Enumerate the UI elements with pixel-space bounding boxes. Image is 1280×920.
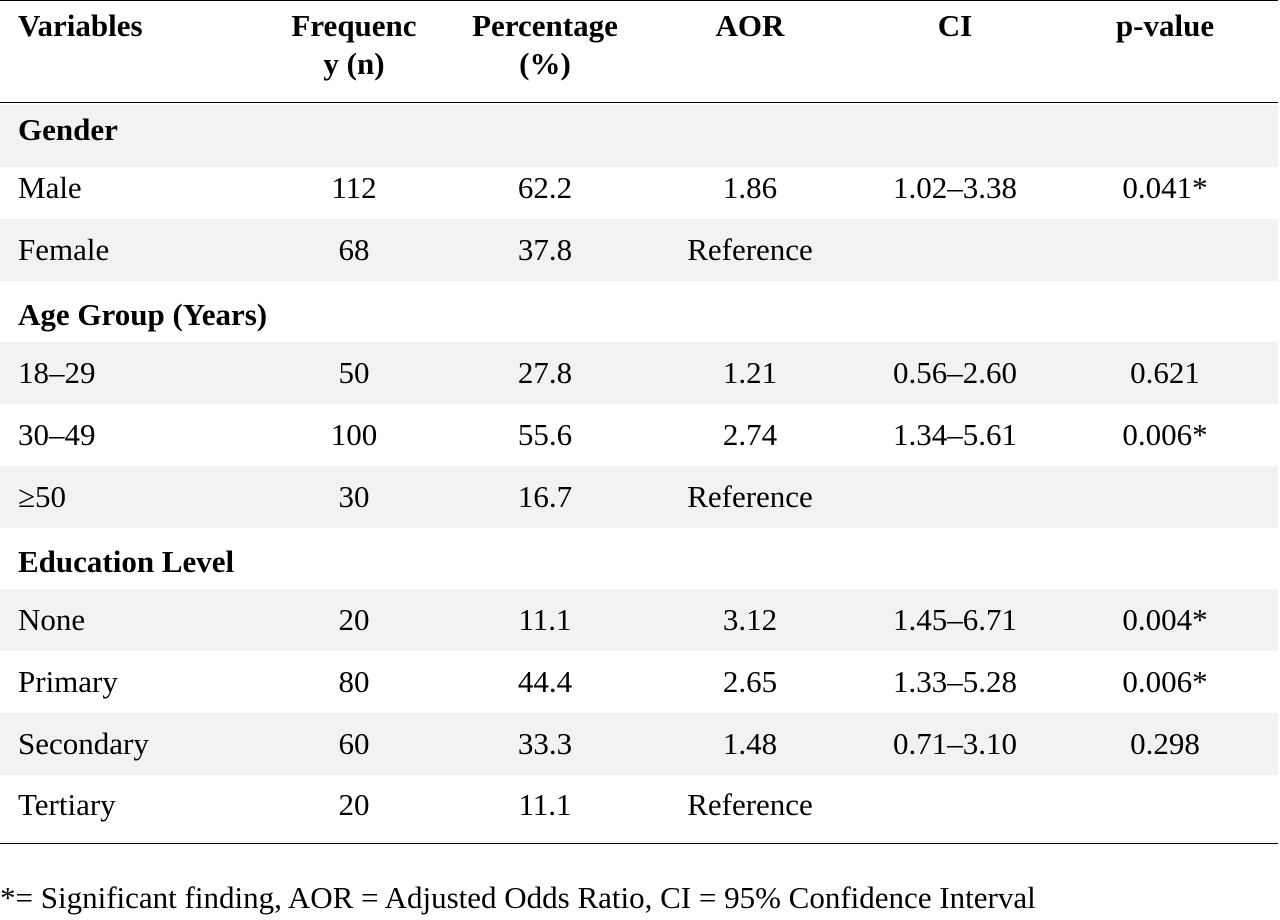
- header-aor-text: AOR: [715, 8, 785, 43]
- cell-frequency: 20: [338, 787, 370, 822]
- table-row: Primary 80 44.4 2.65 1.33–5.28 0.006*: [0, 651, 1278, 713]
- cell-pvalue: 0.041*: [1122, 170, 1208, 205]
- group-label: Gender: [18, 112, 118, 147]
- cell-percentage: 37.8: [517, 232, 573, 267]
- cell-ci: [855, 219, 1055, 281]
- cell-percentage: 62.2: [517, 170, 573, 205]
- cell-pvalue: 0.006*: [1122, 417, 1208, 452]
- header-pvalue: p-value: [1090, 7, 1240, 45]
- cell-pvalue: 0.298: [1130, 726, 1200, 761]
- cell-aor: Reference: [687, 232, 813, 267]
- cell-frequency: 60: [338, 726, 370, 761]
- cell-frequency: 30: [338, 479, 370, 514]
- cell-frequency: 80: [338, 664, 370, 699]
- cell-frequency: 20: [338, 602, 370, 637]
- table-row: Tertiary 20 11.1 Reference: [0, 774, 1278, 836]
- cell-variable: Tertiary: [18, 787, 116, 822]
- header-pvalue-text: p-value: [1115, 8, 1215, 43]
- group-row-age: Age Group (Years): [0, 290, 1278, 352]
- cell-aor: 2.65: [722, 664, 778, 699]
- cell-ci: 1.02–3.38: [893, 170, 1017, 205]
- group-label: Education Level: [18, 544, 235, 579]
- cell-percentage: 44.4: [517, 664, 573, 699]
- cell-ci: 0.56–2.60: [893, 355, 1017, 390]
- group-label: Age Group (Years): [18, 297, 268, 332]
- header-frequency-line2: y (n): [323, 46, 385, 81]
- header-percentage-line2: (%): [519, 46, 571, 81]
- group-row-education: Education Level: [0, 537, 1278, 599]
- cell-variable: ≥50: [18, 479, 67, 514]
- cell-pvalue: [1090, 774, 1240, 836]
- cell-pvalue: [1090, 219, 1240, 281]
- cell-variable: Female: [18, 232, 110, 267]
- cell-variable: Primary: [18, 664, 118, 699]
- cell-variable: 18–29: [18, 355, 96, 390]
- table-row: 30–49 100 55.6 2.74 1.34–5.61 0.006*: [0, 404, 1278, 466]
- cell-variable: 30–49: [18, 417, 96, 452]
- cell-aor: 2.74: [722, 417, 778, 452]
- header-frequency-line1: Frequenc: [291, 8, 417, 43]
- cell-ci: [855, 774, 1055, 836]
- cell-aor: 3.12: [722, 602, 778, 637]
- cell-frequency: 112: [331, 170, 377, 205]
- cell-frequency: 100: [330, 417, 378, 452]
- cell-pvalue: 0.621: [1130, 355, 1200, 390]
- cell-pvalue: 0.006*: [1122, 664, 1208, 699]
- cell-frequency: 68: [338, 232, 370, 267]
- table-row: Female 68 37.8 Reference: [0, 219, 1278, 281]
- table-header: Variables Frequenc y (n) Percentage (%) …: [0, 0, 1278, 103]
- cell-ci: 1.45–6.71: [893, 602, 1017, 637]
- cell-variable: Male: [18, 170, 82, 205]
- cell-ci: [855, 466, 1055, 528]
- header-percentage-line1: Percentage: [472, 8, 618, 43]
- cell-frequency: 50: [338, 355, 370, 390]
- table-row: ≥50 30 16.7 Reference: [0, 466, 1278, 528]
- cell-percentage: 55.6: [517, 417, 573, 452]
- header-variables-text: Variables: [18, 8, 143, 43]
- cell-ci: 1.34–5.61: [893, 417, 1017, 452]
- header-frequency: Frequenc y (n): [279, 7, 429, 83]
- table-row: Male 112 62.2 1.86 1.02–3.38 0.041*: [0, 157, 1278, 219]
- cell-aor: Reference: [687, 479, 813, 514]
- table-row: Secondary 60 33.3 1.48 0.71–3.10 0.298: [0, 713, 1278, 775]
- table-bottom-rule: [0, 843, 1278, 844]
- cell-ci: 0.71–3.10: [893, 726, 1017, 761]
- header-variables: Variables: [18, 7, 143, 45]
- header-aor: AOR: [675, 7, 825, 45]
- cell-aor: 1.48: [722, 726, 778, 761]
- cell-aor: 1.21: [722, 355, 778, 390]
- cell-pvalue: [1090, 466, 1240, 528]
- cell-aor: Reference: [687, 787, 813, 822]
- cell-percentage: 11.1: [518, 602, 572, 637]
- cell-pvalue: 0.004*: [1122, 602, 1208, 637]
- table-footnote: *= Significant finding, AOR = Adjusted O…: [0, 880, 1036, 915]
- cell-aor: 1.86: [722, 170, 778, 205]
- header-ci: CI: [880, 7, 1030, 45]
- cell-percentage: 33.3: [517, 726, 573, 761]
- cell-percentage: 27.8: [517, 355, 573, 390]
- cell-ci: 1.33–5.28: [893, 664, 1017, 699]
- cell-percentage: 16.7: [517, 479, 573, 514]
- cell-variable: Secondary: [18, 726, 149, 761]
- cell-variable: None: [18, 602, 86, 637]
- header-ci-text: CI: [937, 8, 973, 43]
- table-row: 18–29 50 27.8 1.21 0.56–2.60 0.621: [0, 342, 1278, 404]
- cell-percentage: 11.1: [518, 787, 572, 822]
- header-percentage: Percentage (%): [455, 7, 635, 83]
- table-row: None 20 11.1 3.12 1.45–6.71 0.004*: [0, 589, 1278, 651]
- group-row-gender: Gender: [0, 105, 1278, 167]
